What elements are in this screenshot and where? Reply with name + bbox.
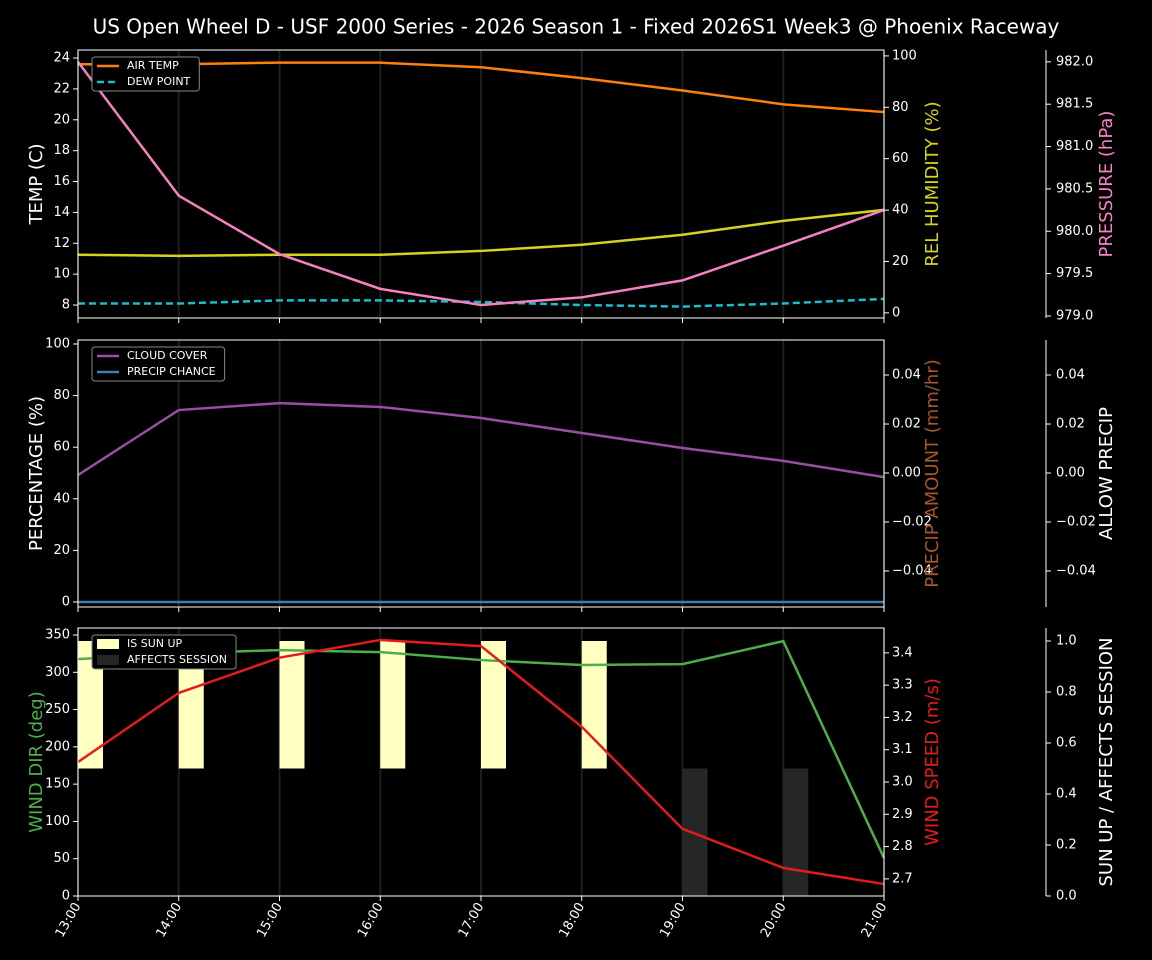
- y2-tick-label: 2.7: [892, 871, 913, 886]
- chart-title: US Open Wheel D - USF 2000 Series - 2026…: [93, 15, 1060, 39]
- legend-label: AFFECTS SESSION: [127, 653, 227, 666]
- y3-axis-label: SUN UP / AFFECTS SESSION: [1096, 637, 1117, 886]
- y3-tick-label: 0.00: [1056, 466, 1085, 481]
- y-axis-label: PERCENTAGE (%): [26, 396, 47, 551]
- y-tick-label: 14: [53, 205, 70, 220]
- y-tick-label: 0: [62, 889, 70, 904]
- plot-frame: [77, 627, 885, 897]
- y-tick-label: 300: [45, 665, 70, 680]
- y3-tick-label: 0.04: [1056, 368, 1085, 383]
- y2-axis-label: PRECIP AMOUNT (mm/hr): [922, 359, 943, 588]
- y3-tick-label: 982.0: [1056, 54, 1093, 69]
- y3-axis-label: PRESSURE (hPa): [1096, 111, 1117, 258]
- legend-swatch: [97, 639, 119, 649]
- line: [77, 61, 885, 307]
- y2-tick-label: 20: [892, 254, 909, 269]
- legend-label: DEW POINT: [127, 75, 191, 88]
- y3-axis-label: ALLOW PRECIP: [1096, 407, 1117, 540]
- y-tick-label: 100: [45, 814, 70, 829]
- y-axis-label: WIND DIR (deg): [26, 691, 47, 833]
- y2-tick-label: 80: [892, 100, 909, 115]
- legend-swatch: [97, 655, 119, 665]
- y-tick-label: 20: [53, 112, 70, 127]
- y-tick-label: 350: [45, 628, 70, 643]
- line: [78, 297, 885, 308]
- legend-label: PRECIP CHANCE: [127, 365, 216, 378]
- y-tick-label: 12: [53, 236, 70, 251]
- y3-tick-label: 0.0: [1056, 889, 1077, 904]
- y-tick-label: 8: [62, 298, 70, 313]
- bar: [783, 768, 809, 896]
- y-tick-label: 18: [53, 143, 70, 158]
- y2-axis-label: WIND SPEED (m/s): [922, 678, 943, 846]
- line: [77, 401, 885, 479]
- plot-frame: [77, 339, 885, 608]
- legend-label: IS SUN UP: [127, 637, 183, 650]
- y-tick-label: 10: [53, 267, 70, 282]
- y2-tick-label: 60: [892, 151, 909, 166]
- line: [78, 61, 885, 114]
- y2-tick-label: 3.3: [892, 678, 913, 693]
- y2-tick-label: −0.04: [892, 563, 932, 578]
- line: [77, 638, 885, 886]
- y-tick-label: 20: [53, 543, 70, 558]
- y2-tick-label: 0.00: [892, 466, 921, 481]
- y-tick-label: 80: [53, 388, 70, 403]
- y-tick-label: 60: [53, 440, 70, 455]
- bar: [380, 641, 406, 769]
- y-tick-label: 250: [45, 702, 70, 717]
- y2-tick-label: 0: [892, 305, 900, 320]
- y-tick-label: 200: [45, 739, 70, 754]
- y2-tick-label: 2.9: [892, 807, 913, 822]
- legend: AIR TEMP DEW POINT: [91, 56, 200, 92]
- y-tick-label: 0: [62, 594, 70, 609]
- y2-tick-label: 40: [892, 203, 909, 218]
- bar: [682, 768, 708, 896]
- y3-tick-label: 0.6: [1056, 736, 1077, 751]
- bar: [279, 641, 305, 769]
- y3-tick-label: 979.5: [1056, 266, 1093, 281]
- y2-axis-label: REL HUMIDITY (%): [922, 101, 943, 266]
- legend: IS SUN UP AFFECTS SESSION: [91, 634, 237, 670]
- y-tick-label: 50: [53, 851, 70, 866]
- y2-tick-label: 3.1: [892, 742, 913, 757]
- y3-tick-label: 1.0: [1056, 634, 1077, 649]
- y2-tick-label: 0.02: [892, 417, 921, 432]
- y3-tick-label: 0.02: [1056, 417, 1085, 432]
- y-tick-label: 24: [53, 51, 70, 66]
- y-tick-label: 100: [45, 336, 70, 351]
- legend-label: CLOUD COVER: [127, 349, 208, 362]
- legend-label: AIR TEMP: [127, 59, 179, 72]
- y3-tick-label: 980.0: [1056, 224, 1093, 239]
- y2-tick-label: 3.4: [892, 645, 913, 660]
- y-axis-label: TEMP (C): [26, 143, 47, 225]
- y2-tick-label: 3.2: [892, 710, 913, 725]
- y-tick-label: 40: [53, 491, 70, 506]
- y2-tick-label: −0.02: [892, 515, 932, 530]
- y3-tick-label: 981.5: [1056, 97, 1093, 112]
- plot-frame: [77, 49, 885, 319]
- y3-tick-label: 0.4: [1056, 787, 1077, 802]
- y2-tick-label: 0.04: [892, 368, 921, 383]
- y-tick-label: 16: [53, 174, 70, 189]
- y3-tick-label: 0.8: [1056, 685, 1077, 700]
- y3-tick-label: −0.02: [1056, 515, 1096, 530]
- y2-tick-label: 2.8: [892, 839, 913, 854]
- legend: CLOUD COVER PRECIP CHANCE: [91, 346, 226, 382]
- line: [77, 208, 885, 258]
- y3-tick-label: 981.0: [1056, 139, 1093, 154]
- y-tick-label: 22: [53, 81, 70, 96]
- y2-tick-label: 100: [892, 48, 917, 63]
- y3-tick-label: −0.04: [1056, 563, 1096, 578]
- legend-box: [91, 634, 237, 670]
- y-tick-label: 150: [45, 777, 70, 792]
- y3-tick-label: 980.5: [1056, 181, 1093, 196]
- y3-tick-label: 0.2: [1056, 838, 1077, 853]
- y2-tick-label: 3.0: [892, 775, 913, 790]
- legend-box: [91, 346, 226, 382]
- y3-tick-label: 979.0: [1056, 308, 1093, 323]
